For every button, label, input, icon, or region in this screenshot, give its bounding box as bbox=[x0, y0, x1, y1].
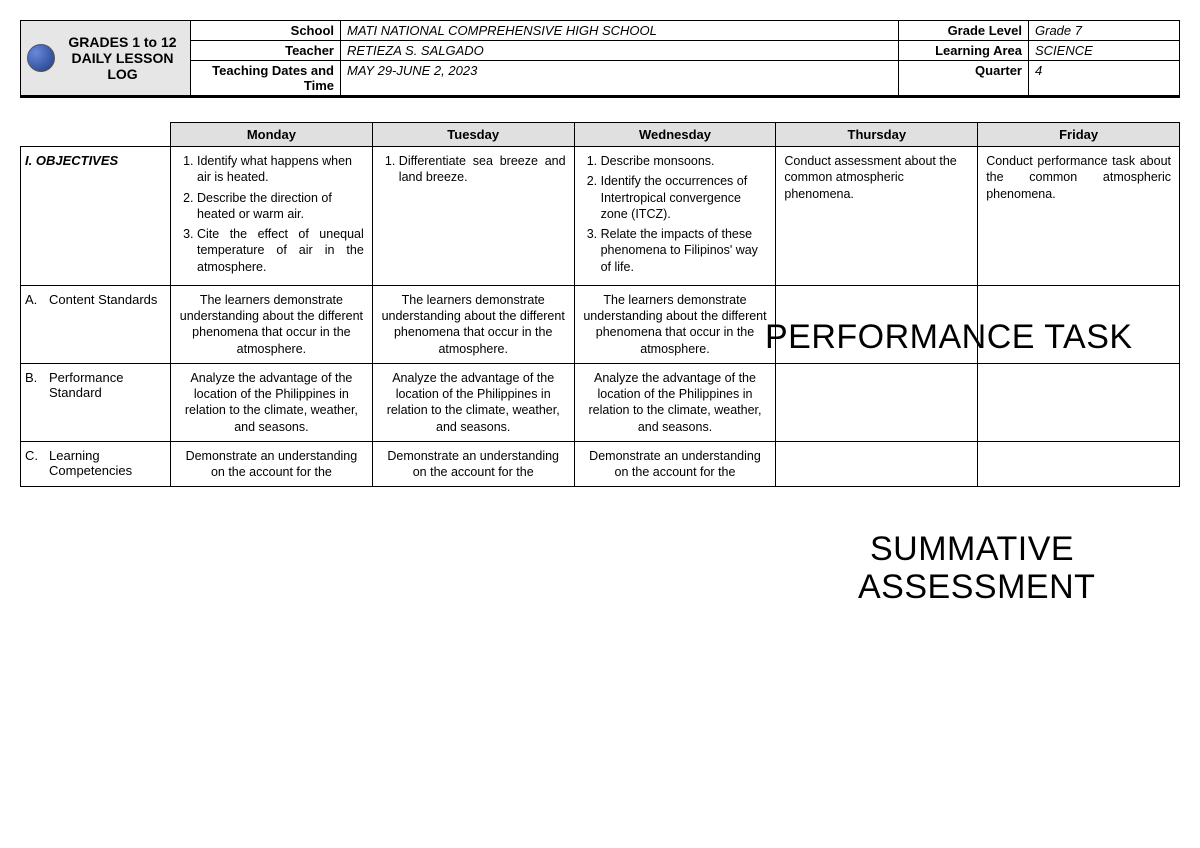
label-grade-level: Grade Level bbox=[899, 21, 1029, 40]
content-std-thu bbox=[776, 285, 978, 363]
perf-std-fri bbox=[978, 363, 1180, 441]
value-dates: MAY 29-JUNE 2, 2023 bbox=[341, 61, 899, 95]
label-content-standards: A. Content Standards bbox=[21, 285, 171, 363]
value-quarter: 4 bbox=[1029, 61, 1179, 95]
content-std-tue: The learners demonstrate understanding a… bbox=[372, 285, 574, 363]
objectives-monday: Identify what happens when air is heated… bbox=[171, 147, 373, 286]
value-grade-level: Grade 7 bbox=[1029, 21, 1179, 40]
overlay-assessment: ASSESSMENT bbox=[858, 568, 1095, 607]
header-row: School MATI NATIONAL COMPREHENSIVE HIGH … bbox=[191, 21, 1179, 41]
label-learning-competencies: C. Learning Competencies bbox=[21, 441, 171, 487]
label-dates: Teaching Dates and Time bbox=[191, 61, 341, 95]
content-std-fri bbox=[978, 285, 1180, 363]
lesson-log-header: GRADES 1 to 12 DAILY LESSON LOG School M… bbox=[20, 20, 1180, 98]
learn-comp-thu bbox=[776, 441, 978, 487]
content-std-wed: The learners demonstrate understanding a… bbox=[574, 285, 776, 363]
content-std-mon: The learners demonstrate understanding a… bbox=[171, 285, 373, 363]
day-header-row: Monday Tuesday Wednesday Thursday Friday bbox=[21, 123, 1180, 147]
row-performance-standard: B. Performance Standard Analyze the adva… bbox=[21, 363, 1180, 441]
label-school: School bbox=[191, 21, 341, 40]
header-row: Teaching Dates and Time MAY 29-JUNE 2, 2… bbox=[191, 61, 1179, 95]
perf-std-mon: Analyze the advantage of the location of… bbox=[171, 363, 373, 441]
objectives-tuesday: Differentiate sea breeze and land breeze… bbox=[372, 147, 574, 286]
objectives-thursday: Conduct assessment about the common atmo… bbox=[776, 147, 978, 286]
value-teacher: RETIEZA S. SALGADO bbox=[341, 41, 899, 60]
header-row: Teacher RETIEZA S. SALGADO Learning Area… bbox=[191, 41, 1179, 61]
header-title: GRADES 1 to 12 DAILY LESSON LOG bbox=[61, 34, 184, 82]
value-learning-area: SCIENCE bbox=[1029, 41, 1179, 60]
day-thursday: Thursday bbox=[776, 123, 978, 147]
day-wednesday: Wednesday bbox=[574, 123, 776, 147]
header-left-block: GRADES 1 to 12 DAILY LESSON LOG bbox=[21, 21, 191, 95]
objectives-friday: Conduct performance task about the commo… bbox=[978, 147, 1180, 286]
row-learning-competencies: C. Learning Competencies Demonstrate an … bbox=[21, 441, 1180, 487]
deped-logo bbox=[27, 44, 55, 72]
label-learning-area: Learning Area bbox=[899, 41, 1029, 60]
learn-comp-tue: Demonstrate an understanding on the acco… bbox=[372, 441, 574, 487]
value-school: MATI NATIONAL COMPREHENSIVE HIGH SCHOOL bbox=[341, 21, 899, 40]
label-objectives: I. OBJECTIVES bbox=[21, 147, 171, 286]
header-right-block: School MATI NATIONAL COMPREHENSIVE HIGH … bbox=[191, 21, 1179, 95]
overlay-summative: SUMMATIVE bbox=[870, 530, 1074, 569]
learn-comp-mon: Demonstrate an understanding on the acco… bbox=[171, 441, 373, 487]
perf-std-wed: Analyze the advantage of the location of… bbox=[574, 363, 776, 441]
day-monday: Monday bbox=[171, 123, 373, 147]
objectives-wednesday: Describe monsoons. Identify the occurren… bbox=[574, 147, 776, 286]
day-friday: Friday bbox=[978, 123, 1180, 147]
label-quarter: Quarter bbox=[899, 61, 1029, 95]
learn-comp-fri bbox=[978, 441, 1180, 487]
learn-comp-wed: Demonstrate an understanding on the acco… bbox=[574, 441, 776, 487]
day-tuesday: Tuesday bbox=[372, 123, 574, 147]
perf-std-tue: Analyze the advantage of the location of… bbox=[372, 363, 574, 441]
row-content-standards: A. Content Standards The learners demons… bbox=[21, 285, 1180, 363]
lesson-plan-table: Monday Tuesday Wednesday Thursday Friday… bbox=[20, 122, 1180, 487]
perf-std-thu bbox=[776, 363, 978, 441]
label-performance-standard: B. Performance Standard bbox=[21, 363, 171, 441]
label-teacher: Teacher bbox=[191, 41, 341, 60]
row-objectives: I. OBJECTIVES Identify what happens when… bbox=[21, 147, 1180, 286]
